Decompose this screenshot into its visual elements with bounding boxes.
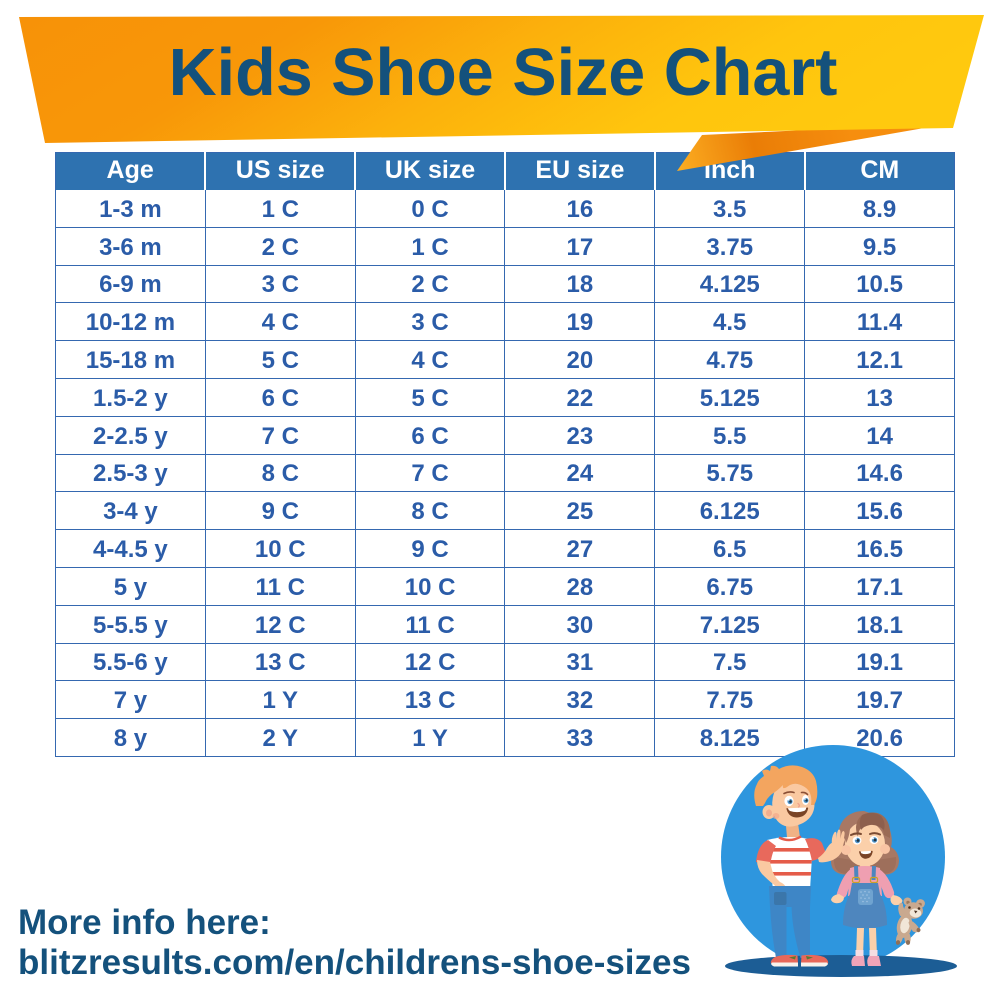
- svg-text:Kids Shoe Size Chart: Kids Shoe Size Chart: [169, 36, 838, 110]
